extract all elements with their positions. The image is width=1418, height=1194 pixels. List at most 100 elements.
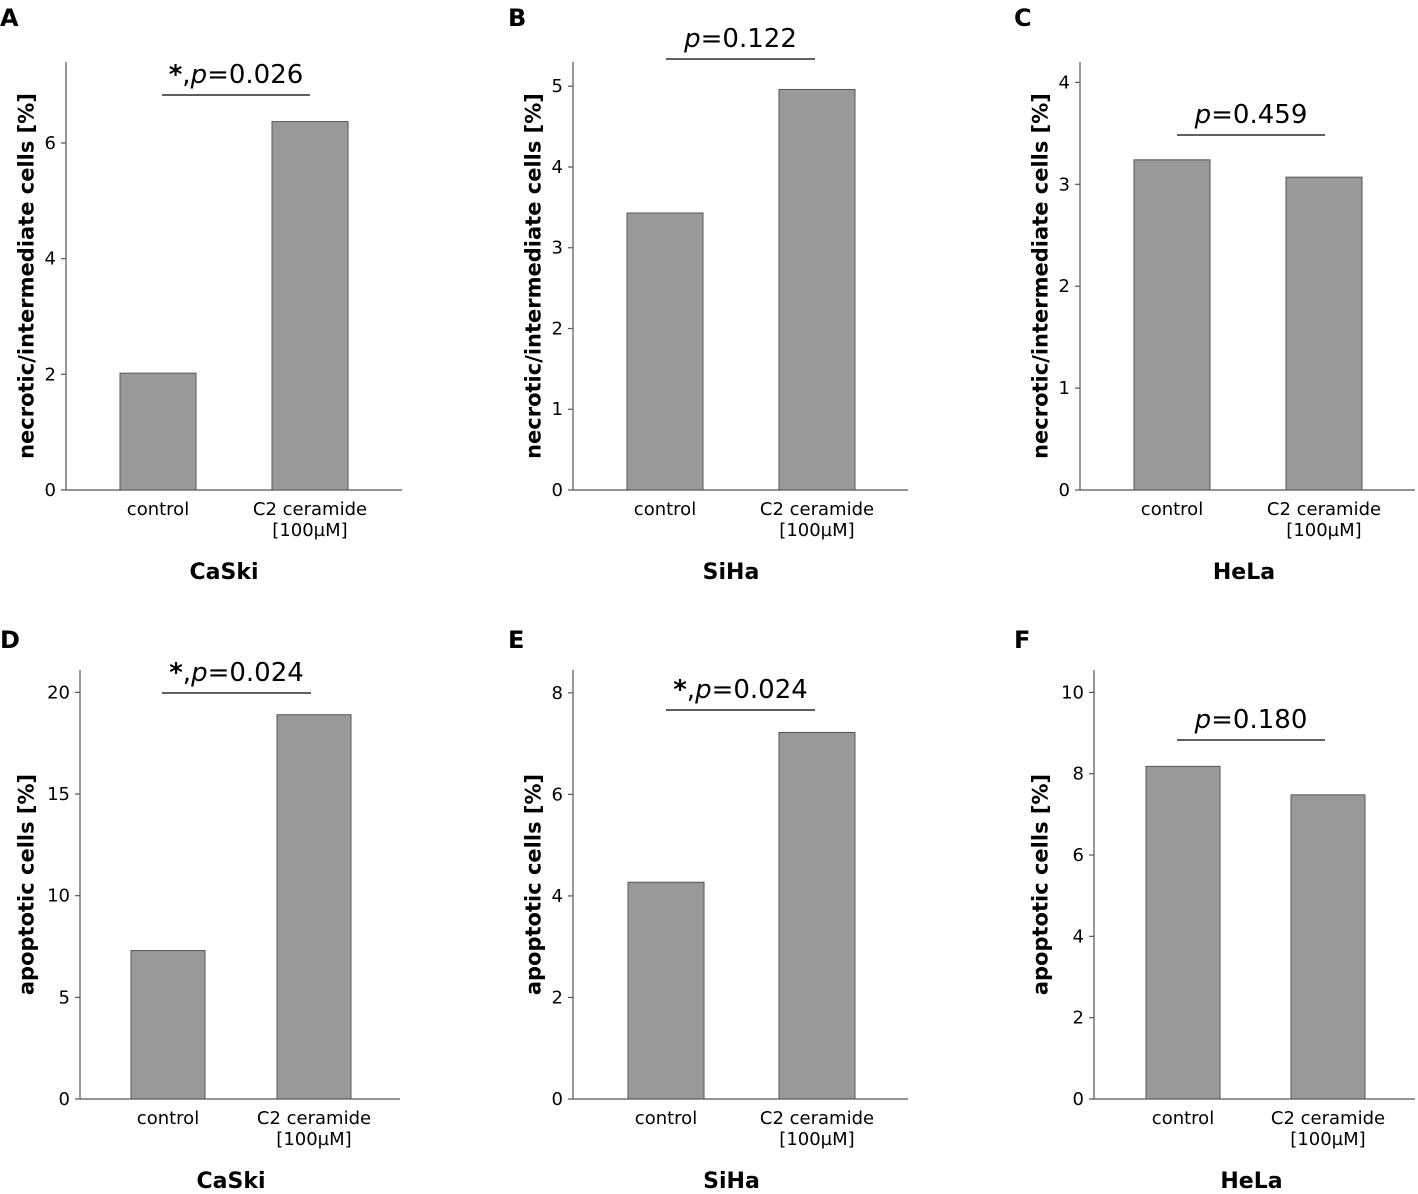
y-tick-label: 4 [1059,72,1070,93]
y-tick-label: 4 [45,249,56,270]
bar-c2-ceramide [778,88,856,491]
y-tick-label: 10 [47,886,70,907]
p-value: =0.122 [701,24,797,54]
y-tick-label: 20 [47,682,70,703]
bar-c2-ceramide [1285,176,1363,491]
chart-panel-c: C 0 1 2 3 4 necrotic/intermediate cells [%] con… [1014,4,1415,585]
p-value-annotation: p=0.459 [1194,100,1308,130]
p-symbol: p [190,658,208,688]
category-label: [100µM] [779,520,854,541]
p-value: =0.024 [208,658,304,688]
x-axis-title: HeLa [1213,560,1275,585]
x-axis-title: SiHa [703,1169,760,1194]
y-axis-label: apoptotic cells [%] [1028,774,1052,995]
bar-c2-ceramide [1290,794,1366,1100]
x-axis-title: SiHa [703,560,760,585]
panel-letter: E [508,626,524,654]
y-tick-label: 2 [552,318,563,339]
category-label: control [1141,499,1203,520]
bar-c2-ceramide [276,714,352,1100]
panel-letter: A [0,4,19,32]
category-label: C2 ceramide [257,1108,371,1129]
p-symbol: p [190,60,208,90]
p-value: =0.024 [712,675,808,705]
y-tick-label: 2 [552,987,563,1008]
p-value: =0.026 [207,60,303,90]
p-value: =0.459 [1211,100,1307,130]
category-label: [100µM] [1290,1129,1365,1150]
y-tick-label: 0 [1059,480,1070,501]
y-tick-label: 6 [45,133,56,154]
y-tick-label: 4 [552,886,563,907]
comma: , [182,60,190,90]
y-tick-label: 4 [552,157,563,178]
y-axis-label: necrotic/intermediate cells [%] [1028,93,1052,459]
y-axis-label: apoptotic cells [%] [14,774,38,995]
category-label: C2 ceramide [1271,1108,1385,1129]
y-axis-label: necrotic/intermediate cells [%] [521,93,545,459]
y-tick-label: 0 [1073,1089,1084,1110]
chart-panel-b: B 0 1 2 3 4 5 necrotic/intermediate cells [%] co… [508,4,908,585]
y-tick-label: 1 [1059,378,1070,399]
panel-letter: B [508,4,526,32]
y-tick-label: 0 [552,1089,563,1110]
bar-c2-ceramide [778,731,856,1100]
category-label: control [634,499,696,520]
chart-panel-e: E 0 2 4 6 8 apoptotic cells [%] control C2 ceram… [508,626,908,1194]
p-value-annotation: *,p=0.024 [673,675,808,705]
p-value-annotation: *,p=0.024 [169,658,304,688]
comma: , [687,675,695,705]
y-tick-label: 1 [552,399,563,420]
bar-control [626,212,704,491]
panel-letter: C [1014,4,1032,32]
y-axis-label: apoptotic cells [%] [521,774,545,995]
y-tick-label: 10 [1061,682,1084,703]
significance-star: * [169,658,183,688]
category-label: control [137,1108,199,1129]
category-label: [100µM] [276,1129,351,1150]
category-label: control [127,499,189,520]
x-axis-title: CaSki [196,1169,265,1194]
category-label: [100µM] [272,520,347,541]
bar-control [119,372,197,491]
significance-star: * [673,675,687,705]
category-label: [100µM] [1286,520,1361,541]
y-tick-label: 5 [59,987,70,1008]
y-tick-label: 0 [45,480,56,501]
category-label: C2 ceramide [760,1108,874,1129]
chart-panel-f: F 0 2 4 6 8 10 apoptotic cells [%] control C2 cer… [1014,626,1415,1194]
p-value: =0.180 [1211,705,1307,735]
y-tick-label: 2 [45,364,56,385]
x-axis-title: CaSki [189,560,258,585]
p-symbol: p [1194,705,1212,735]
category-label: [100µM] [779,1129,854,1150]
p-symbol: p [694,675,712,705]
category-label: control [1152,1108,1214,1129]
bar-c2-ceramide [271,121,349,491]
y-tick-label: 5 [552,76,563,97]
y-tick-label: 0 [552,480,563,501]
bar-control [627,881,705,1100]
panel-letter: D [0,626,20,654]
y-axis-label: necrotic/intermediate cells [%] [14,93,38,459]
category-label: C2 ceramide [253,499,367,520]
category-label: C2 ceramide [1267,499,1381,520]
category-label: control [635,1108,697,1129]
x-axis-title: HeLa [1220,1169,1282,1194]
y-tick-label: 6 [1073,845,1084,866]
p-symbol: p [1194,100,1212,130]
bar-control [1133,159,1211,491]
p-symbol: p [683,24,701,54]
p-value-annotation: p=0.180 [1194,705,1308,735]
bar-control [130,950,206,1100]
y-tick-label: 6 [552,784,563,805]
p-value-annotation: p=0.122 [683,24,797,54]
y-tick-label: 3 [552,238,563,259]
panel-letter: F [1014,626,1030,654]
category-label: C2 ceramide [760,499,874,520]
y-tick-label: 8 [1073,764,1084,785]
y-tick-label: 2 [1059,276,1070,297]
y-tick-label: 3 [1059,174,1070,195]
y-tick-label: 2 [1073,1008,1084,1029]
